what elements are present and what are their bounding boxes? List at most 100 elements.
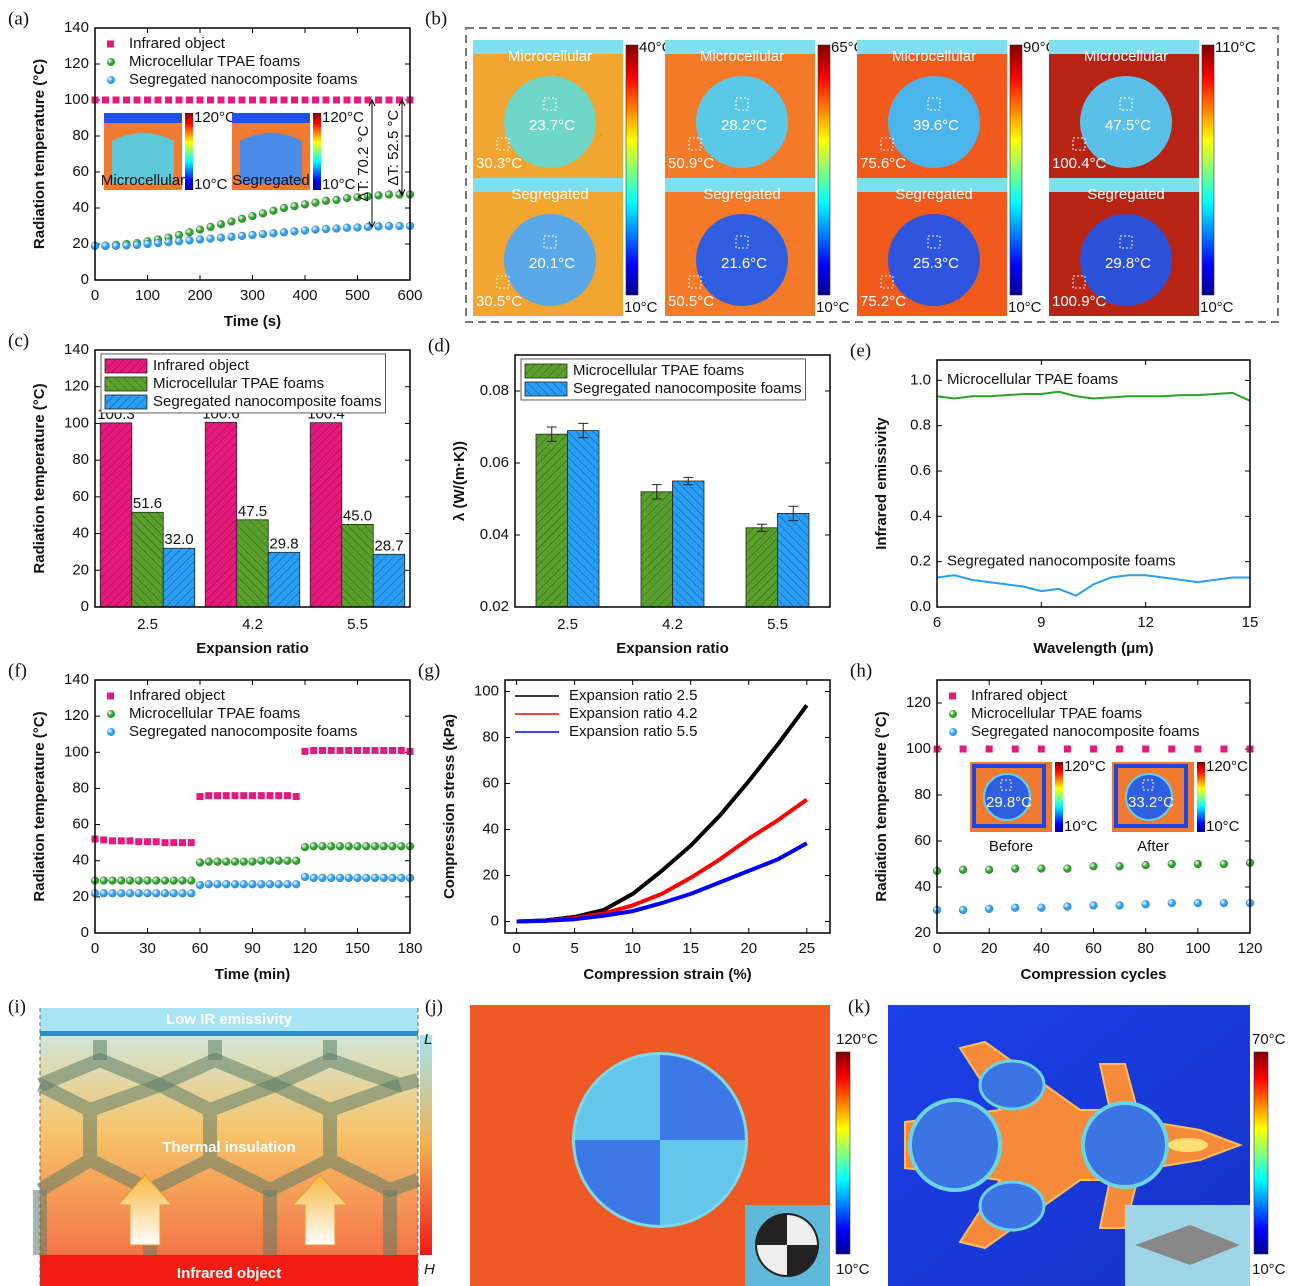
point	[155, 97, 162, 104]
point	[344, 97, 351, 104]
y-tick-label: 140	[64, 341, 89, 358]
point	[337, 747, 344, 754]
bar	[268, 552, 300, 607]
point	[959, 866, 967, 874]
scale-min: 10°C	[836, 1261, 870, 1278]
legend-marker	[105, 377, 147, 391]
y-tick-label: 0	[81, 598, 89, 615]
point	[126, 877, 134, 885]
point	[205, 858, 213, 866]
inset-min: 10°C	[1206, 818, 1240, 835]
x-tick-label: 0	[91, 287, 99, 304]
point	[197, 97, 204, 104]
point	[207, 97, 214, 104]
x-tick-label: 30	[139, 940, 156, 957]
center-temp: 28.2°C	[721, 117, 767, 134]
point	[345, 747, 352, 754]
y-tick-label: 0.6	[910, 462, 931, 479]
x-tick-label: 4.2	[662, 616, 683, 633]
legend-label: Microcellular TPAE foams	[129, 705, 300, 722]
point	[1064, 746, 1071, 753]
exhaust	[1168, 1138, 1208, 1152]
y-axis-title: λ (W/(m·K))	[451, 441, 468, 521]
point	[187, 889, 195, 897]
inset-value: 29.8°C	[986, 794, 1032, 811]
corner-temp: 75.6°C	[860, 155, 906, 172]
point	[267, 792, 274, 799]
tile-label: Segregated	[1087, 186, 1165, 203]
y-tick-label: 80	[72, 451, 89, 468]
point	[228, 233, 236, 241]
legend-label: Microcellular TPAE foams	[573, 362, 744, 379]
point	[1012, 746, 1019, 753]
bar	[342, 524, 374, 607]
scale-label: L	[424, 1031, 432, 1048]
panel-label: (d)	[428, 335, 450, 356]
y-tick-label: 0.2	[910, 553, 931, 570]
point	[175, 237, 183, 245]
point	[386, 97, 393, 104]
line	[937, 392, 1250, 401]
x-tick-label: 2.5	[137, 616, 158, 633]
x-tick-label: 5.5	[767, 616, 788, 633]
line	[517, 843, 807, 921]
point	[205, 880, 213, 888]
y-tick-label: 20	[482, 866, 499, 883]
legend-label: Microcellular TPAE foams	[129, 53, 300, 70]
y-tick-label: 40	[482, 820, 499, 837]
y-tick-label: 0.8	[910, 417, 931, 434]
x-axis-title: Expansion ratio	[196, 640, 309, 657]
level-bar	[420, 1035, 432, 1255]
y-tick-label: 120	[64, 707, 89, 724]
y-tick-label: 20	[914, 924, 931, 941]
y-tick-label: 140	[64, 671, 89, 688]
point	[118, 837, 125, 844]
point	[397, 874, 405, 882]
y-tick-label: 120	[64, 55, 89, 72]
point	[259, 209, 267, 217]
x-tick-label: 100	[135, 287, 160, 304]
point	[228, 218, 236, 226]
point	[135, 889, 143, 897]
point	[960, 746, 967, 753]
point	[354, 747, 361, 754]
point	[275, 880, 283, 888]
point	[214, 792, 221, 799]
point	[217, 220, 225, 228]
tile-label: Microcellular	[892, 48, 976, 65]
point	[222, 858, 230, 866]
point	[228, 97, 235, 104]
y-tick-label: 40	[72, 525, 89, 542]
x-axis-title: Time (min)	[215, 966, 291, 983]
y-tick-label: 0.06	[480, 454, 509, 471]
corner-temp: 75.2°C	[860, 293, 906, 310]
scale-min: 10°C	[1252, 1261, 1286, 1278]
surface-line	[40, 1031, 418, 1036]
point	[186, 97, 193, 104]
point	[144, 97, 151, 104]
point	[100, 877, 108, 885]
point	[280, 228, 288, 236]
point	[284, 880, 292, 888]
point	[144, 889, 152, 897]
point	[162, 839, 169, 846]
inset-color-bar	[313, 113, 321, 190]
point	[1194, 899, 1202, 907]
x-tick-label: 0	[933, 940, 941, 957]
point	[301, 873, 309, 881]
point	[1142, 746, 1149, 753]
point	[310, 842, 318, 850]
point	[222, 880, 230, 888]
corner-temp: 50.9°C	[668, 155, 714, 172]
point	[1116, 862, 1124, 870]
point	[310, 874, 318, 882]
bar	[373, 554, 405, 607]
y-tick-label: 20	[72, 888, 89, 905]
x-tick-label: 15	[1242, 614, 1259, 631]
inset-max: 120°C	[1064, 758, 1106, 775]
point	[322, 225, 330, 233]
y-tick-label: 100	[474, 682, 499, 699]
y-tick-label: 60	[72, 488, 89, 505]
inset-label: Before	[989, 838, 1033, 855]
point	[362, 874, 370, 882]
